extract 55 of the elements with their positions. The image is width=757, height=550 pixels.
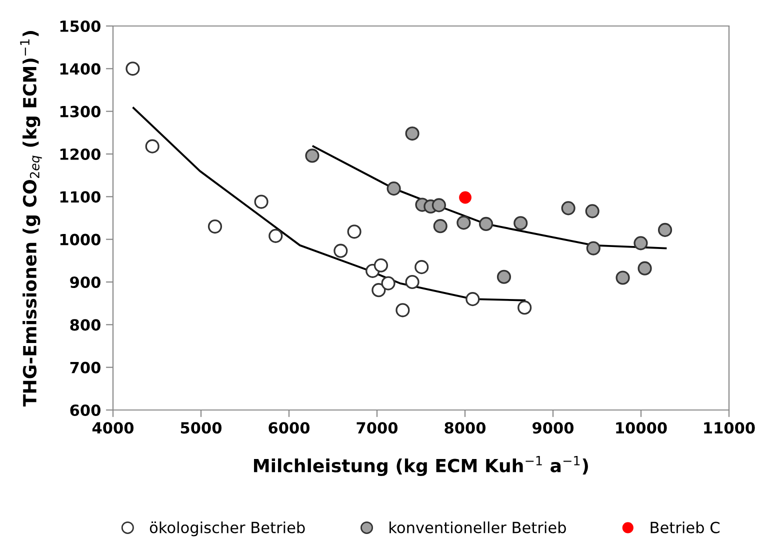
x-tick-label: 5000	[180, 422, 222, 434]
x-tick-label: 8000	[444, 422, 486, 434]
y-tick-label: 1000	[60, 234, 100, 246]
point	[616, 270, 630, 285]
legend-label: konventioneller Betrieb	[390, 521, 566, 534]
point	[414, 260, 429, 274]
legend-label: ökologischer Betrieb	[150, 521, 305, 536]
y-tick-label: 1200	[60, 148, 100, 160]
y-tick-label: 1400	[60, 63, 100, 75]
legend-label: Betrieb C	[650, 521, 720, 534]
x-tick-label: 4000	[92, 422, 134, 434]
point	[372, 283, 386, 298]
point	[433, 219, 448, 234]
point	[585, 204, 600, 218]
point	[405, 274, 420, 290]
x-tick-label: 9000	[532, 422, 574, 434]
x-tick-label: 6000	[268, 422, 310, 434]
y-tick-label: 800	[70, 319, 100, 331]
point	[466, 292, 480, 306]
point	[496, 270, 512, 284]
point	[305, 148, 320, 163]
point	[658, 222, 672, 237]
x-tick-label: 7000	[356, 422, 398, 434]
point	[334, 244, 348, 258]
point	[268, 228, 283, 243]
point	[638, 261, 652, 276]
y-tick-label: 1100	[60, 191, 100, 203]
x-tick-label: 11000	[704, 422, 755, 434]
y-axis-title: THG-Emissionen (g CO$_{2eq}$ (kg ECM)$^{−1}$)	[20, 31, 42, 407]
point	[254, 194, 268, 209]
y-tick-label: 1300	[60, 106, 100, 118]
point	[374, 258, 388, 272]
point	[478, 216, 494, 232]
point	[634, 236, 648, 250]
point	[145, 139, 160, 154]
point	[456, 216, 471, 230]
point	[347, 224, 362, 239]
point	[561, 201, 576, 216]
point	[405, 126, 420, 141]
x-tick-label: 10000	[616, 422, 667, 434]
y-tick-label: 1500	[60, 20, 100, 32]
point	[386, 182, 401, 196]
point	[396, 303, 410, 318]
point	[586, 241, 600, 256]
y-tick-label: 600	[70, 404, 100, 416]
point	[514, 216, 528, 230]
y-tick-label: 700	[70, 362, 100, 374]
point	[381, 276, 396, 290]
x-axis-title: Milchleistung (kg ECM Kuh$^{−1}$ a$^{−1}$)	[254, 456, 588, 476]
point	[208, 219, 222, 234]
point	[432, 198, 446, 212]
point	[459, 191, 472, 204]
y-tick-label: 900	[70, 276, 100, 288]
point	[518, 300, 532, 315]
point	[126, 62, 140, 76]
